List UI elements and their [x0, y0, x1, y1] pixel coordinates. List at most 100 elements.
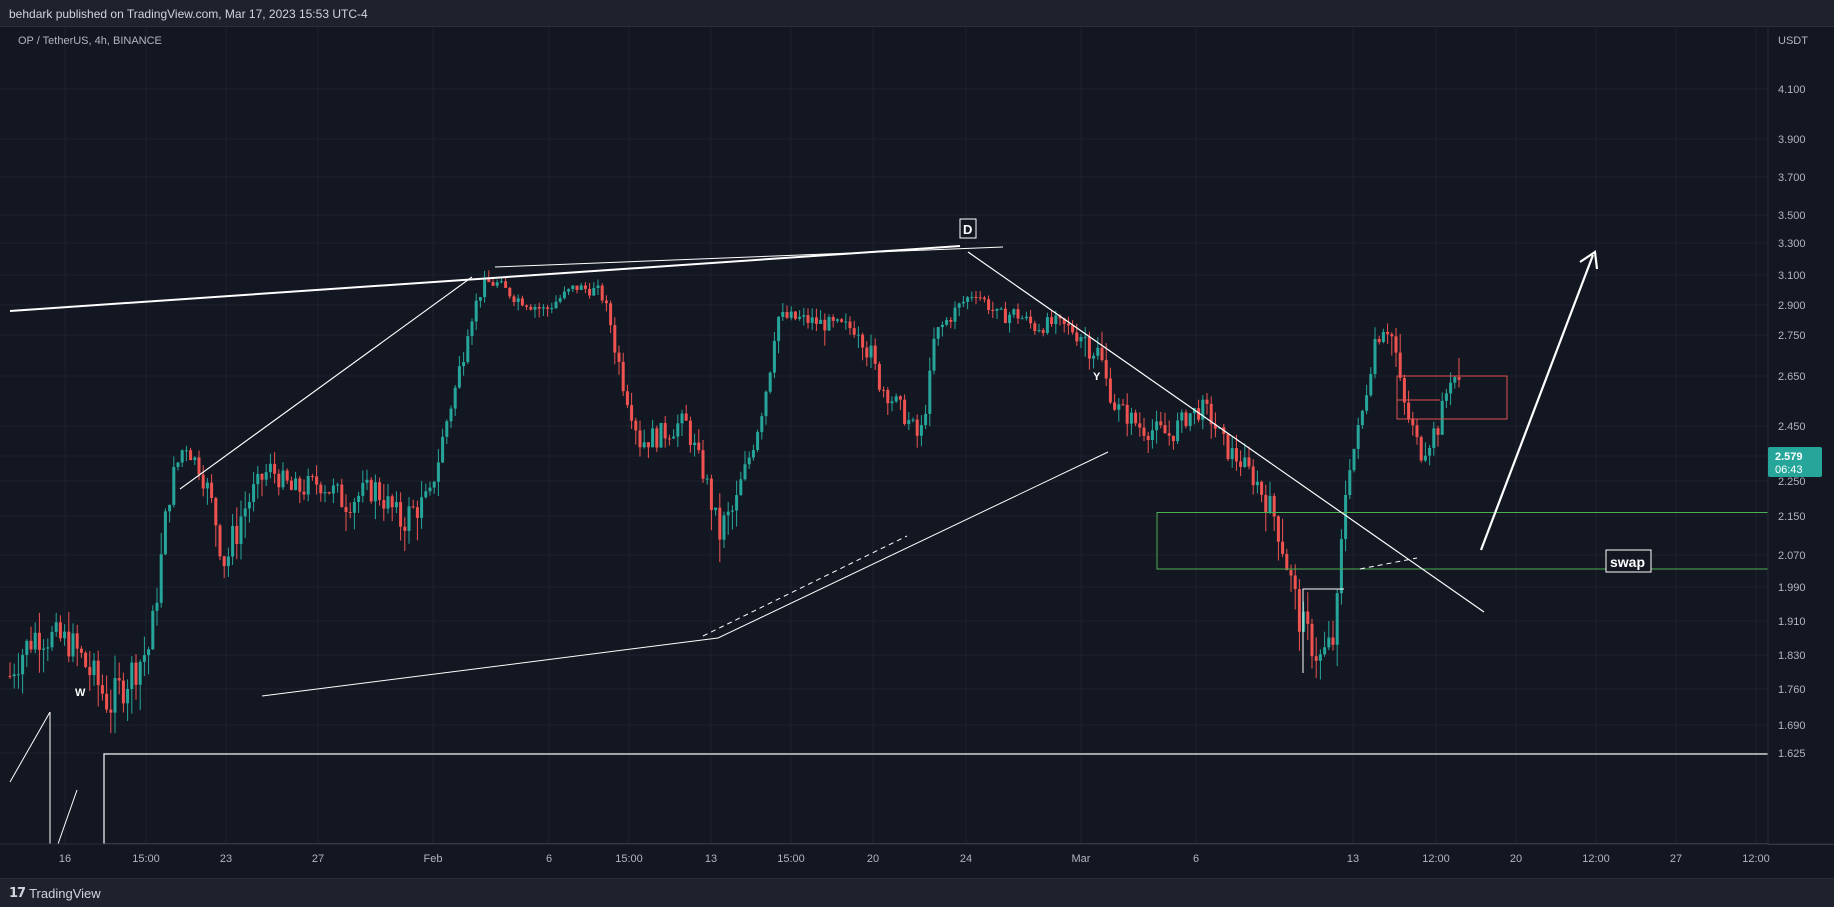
- candle-body: [928, 370, 932, 414]
- candle-body: [1134, 412, 1138, 424]
- candle-body: [852, 328, 856, 335]
- label-d-box: [959, 218, 977, 239]
- candle-body: [189, 450, 193, 461]
- candle-body: [457, 366, 461, 388]
- time-tick-label: 15:00: [777, 853, 805, 865]
- candle-body: [264, 472, 268, 480]
- candle-body: [1226, 434, 1230, 460]
- candle-body: [277, 473, 281, 488]
- candle-body: [672, 436, 676, 439]
- candle-body: [79, 648, 83, 653]
- candle-body: [37, 632, 41, 650]
- candle-body: [1201, 399, 1205, 420]
- candle-body: [991, 309, 995, 311]
- candle-body: [554, 301, 558, 309]
- candle-body: [495, 282, 499, 286]
- candle-body: [1008, 314, 1012, 324]
- support-box: [103, 753, 1834, 845]
- candle-body: [54, 622, 58, 632]
- candle-body: [306, 476, 310, 495]
- candle-body: [1407, 402, 1411, 419]
- candle-body: [1142, 427, 1146, 436]
- dashed-line-2: [1359, 557, 1418, 570]
- candle-body: [1113, 402, 1117, 410]
- price-tick-label: 2.150: [1778, 511, 1806, 523]
- price-chart[interactable]: W D Y swap USDT 4.100 3.900 3.700 3.500 3.300…: [0, 27, 1834, 878]
- candle-body: [1050, 317, 1054, 325]
- price-tick-label: 3.100: [1778, 270, 1806, 282]
- tradingview-logo-icon: 17: [9, 886, 26, 901]
- candle-body: [331, 485, 335, 494]
- candle-body: [798, 316, 802, 319]
- candle-body: [1213, 424, 1217, 429]
- candle-body: [617, 352, 621, 362]
- candle-body: [260, 473, 264, 480]
- candle-body: [428, 487, 432, 492]
- tradingview-brand[interactable]: 17 TradingView: [9, 886, 101, 901]
- candle-body: [310, 476, 314, 478]
- time-tick-label: 24: [960, 853, 972, 865]
- candle-body: [693, 442, 697, 446]
- candle-body: [239, 516, 243, 544]
- candle-body: [571, 285, 575, 290]
- price-tick-label: 3.900: [1778, 134, 1806, 146]
- arrow-head: [1579, 250, 1599, 270]
- candle-body: [512, 296, 516, 303]
- candle-body: [1243, 457, 1247, 467]
- publish-info: behdark published on TradingView.com, Ma…: [9, 7, 368, 21]
- time-tick-label: 15:00: [132, 853, 160, 865]
- candle-body: [21, 654, 25, 675]
- candle-body: [1159, 421, 1163, 426]
- candle-body: [386, 496, 390, 509]
- candle-body: [151, 610, 155, 650]
- candle-body: [655, 428, 659, 448]
- candle-body: [1264, 494, 1268, 513]
- candle-body: [743, 464, 747, 480]
- label-d: D: [963, 222, 972, 237]
- price-tick-label: 2.250: [1778, 476, 1806, 488]
- candle-body: [529, 306, 533, 310]
- candle-body: [184, 450, 188, 452]
- candle-body: [760, 416, 764, 433]
- candle-body: [100, 685, 104, 694]
- candle-body: [499, 281, 503, 283]
- candle-body: [709, 478, 713, 511]
- candle-body: [592, 287, 596, 296]
- candle-body: [546, 307, 550, 309]
- time-tick-label: Mar: [1072, 853, 1091, 865]
- candle-body: [117, 678, 121, 681]
- candle-body: [252, 484, 256, 502]
- candle-body: [155, 602, 159, 611]
- candle-body: [1352, 448, 1356, 471]
- candle-body: [785, 311, 789, 318]
- candle-body: [483, 277, 487, 298]
- candle-body: [1079, 337, 1083, 342]
- candle-body: [924, 413, 928, 426]
- candle-body: [109, 709, 113, 713]
- label-swap-box: [1605, 549, 1652, 573]
- candle-body: [134, 662, 138, 685]
- candle-body: [684, 413, 688, 421]
- symbol-info: OP / TetherUS, 4h, BINANCE: [18, 35, 162, 47]
- price-tick-label: 1.625: [1778, 748, 1806, 760]
- chart-drawings: [9, 245, 1834, 845]
- candle-body: [911, 419, 915, 421]
- projection-arrow: [1479, 254, 1595, 551]
- candle-body: [399, 502, 403, 527]
- price-tick-label: 1.910: [1778, 616, 1806, 628]
- last-price-label: 2.579: [1775, 451, 1803, 463]
- candle-body: [193, 457, 197, 461]
- price-tick-label: 1.690: [1778, 720, 1806, 732]
- candle-body: [1310, 623, 1314, 657]
- candle-body: [285, 470, 289, 481]
- candle-body: [974, 296, 978, 298]
- candle-body: [268, 463, 272, 473]
- candle-body: [281, 470, 285, 488]
- candle-body: [1335, 593, 1339, 645]
- candle-body: [256, 473, 260, 485]
- candle-body: [982, 297, 986, 300]
- candle-body: [1339, 539, 1343, 594]
- time-tick-label: 12:00: [1422, 853, 1450, 865]
- upper-trendline: [9, 245, 961, 312]
- candle-body: [42, 648, 46, 650]
